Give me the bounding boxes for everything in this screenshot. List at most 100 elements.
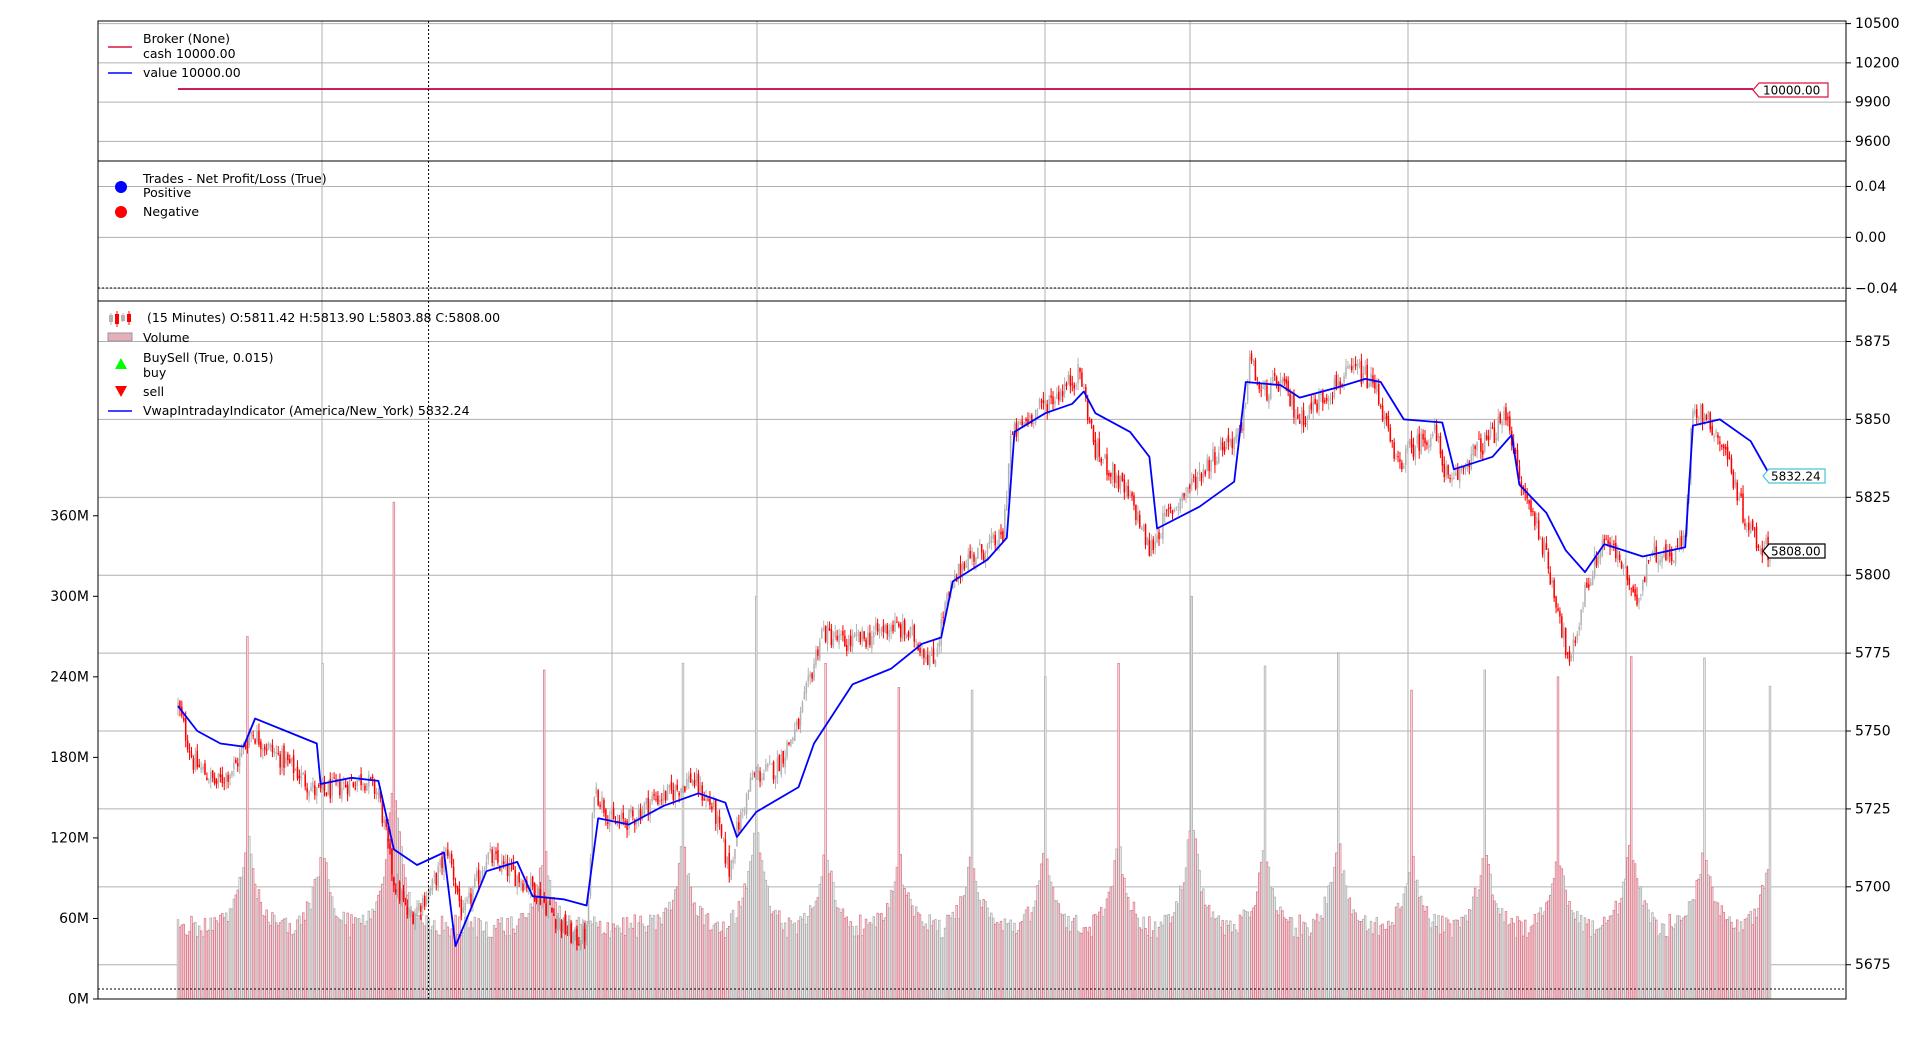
candle-body <box>1007 464 1010 494</box>
volume-bar <box>918 914 922 1000</box>
candle-body <box>699 782 702 793</box>
volume-bar <box>1362 918 1365 1000</box>
volume-bar <box>1464 914 1467 1000</box>
candle-body <box>1597 556 1600 564</box>
candle-body <box>1044 400 1047 406</box>
candle-body <box>720 824 723 837</box>
candle-body <box>1476 442 1478 451</box>
candle-body <box>564 914 567 934</box>
candle-body <box>1017 420 1020 435</box>
volume-bar <box>1533 914 1537 1000</box>
candle-body <box>1618 554 1621 560</box>
volume-bar <box>1049 881 1053 1000</box>
candle-body <box>246 746 249 748</box>
candle-body <box>878 628 881 634</box>
candle-body <box>1191 478 1193 486</box>
candle-body <box>1144 524 1147 545</box>
volume-bar <box>313 879 317 1000</box>
volume-bar <box>1308 936 1311 1000</box>
volume-bar <box>1047 875 1051 1000</box>
candle-body <box>1528 500 1530 504</box>
candle-body <box>1455 472 1457 476</box>
candle-body <box>275 752 278 754</box>
candle-body <box>1659 559 1661 564</box>
candle-body <box>788 742 790 745</box>
volume-bar <box>460 935 463 1000</box>
candle-body <box>1117 475 1120 490</box>
candle-body <box>452 866 455 881</box>
candle-body <box>1638 597 1640 603</box>
volume-tick-label-1: 60M <box>59 911 89 927</box>
trades-tick-label-0: −0.04 <box>1855 281 1898 297</box>
volume-bar <box>1466 920 1469 1000</box>
candle-body <box>402 891 405 900</box>
trades-panel: −0.040.000.04 Trades - Net Profit/Loss (… <box>97 160 1898 302</box>
volume-bar <box>916 912 920 1000</box>
candle-body <box>549 903 551 905</box>
candle-body <box>1137 511 1139 521</box>
price-tick-label-8: 5875 <box>1855 334 1891 350</box>
volume-bar <box>803 912 806 1000</box>
volume-bar <box>631 927 635 1000</box>
volume-bar <box>180 924 184 1000</box>
volume-bar <box>1768 685 1772 1000</box>
volume-bar <box>1599 927 1602 1000</box>
broker-grid <box>98 21 1846 161</box>
candle-body <box>1210 460 1212 472</box>
candle-body <box>1669 548 1671 557</box>
volume-bar <box>914 906 918 1000</box>
volume-bar <box>1549 894 1552 1000</box>
volume-bar <box>265 909 268 1000</box>
volume-bar <box>1537 912 1540 1000</box>
candles-legend-icon <box>109 311 131 327</box>
candle-body <box>838 634 840 644</box>
volume-bar <box>1040 863 1043 1000</box>
price-tick-label-2: 5725 <box>1855 801 1891 817</box>
volume-bar <box>1204 904 1207 1000</box>
volume-bar <box>384 859 388 1000</box>
candle-body <box>231 771 233 776</box>
candle-body <box>1285 379 1288 384</box>
volume-bar <box>735 917 739 1000</box>
candle-body <box>1487 436 1490 441</box>
volume-bar <box>733 923 737 1000</box>
candle-body <box>938 641 941 648</box>
candle-body <box>1707 411 1710 420</box>
volume-bar <box>365 920 369 1000</box>
candle-body <box>643 803 646 815</box>
candle-body <box>477 869 480 885</box>
candle-body <box>857 634 860 636</box>
volume-bar <box>1175 901 1178 1000</box>
volume-bar <box>211 929 214 1000</box>
volume-bar <box>801 918 804 1000</box>
candle-body <box>1534 512 1536 526</box>
candle-body <box>184 718 187 741</box>
volume-bar <box>1202 888 1205 1000</box>
candle-body <box>792 738 794 741</box>
volume-bar <box>1381 923 1384 1000</box>
candle-body <box>664 791 667 801</box>
volume-bar <box>737 901 741 1000</box>
volume-bar <box>1358 921 1361 1000</box>
candle-body <box>1580 609 1582 625</box>
candle-body <box>1354 364 1357 366</box>
volume-bar <box>664 907 667 1000</box>
volume-bar <box>753 832 756 1000</box>
candle-body <box>624 821 626 823</box>
candle-body <box>990 535 993 544</box>
candle-body <box>202 766 204 770</box>
candle-body <box>1052 396 1054 405</box>
candle-body <box>805 683 808 693</box>
candle-body <box>200 767 202 771</box>
candle-body <box>1246 383 1249 401</box>
candle-body <box>637 810 640 822</box>
candle-body <box>1335 375 1338 390</box>
volume-bar <box>178 926 182 1000</box>
volume-bar <box>1531 924 1535 1000</box>
candle-body <box>1757 545 1760 548</box>
volume-bar <box>1009 919 1012 1000</box>
volume-bar <box>1406 883 1409 1000</box>
volume-bar <box>579 923 583 1000</box>
volume-bar <box>1267 866 1271 1000</box>
candle-body <box>304 774 306 787</box>
